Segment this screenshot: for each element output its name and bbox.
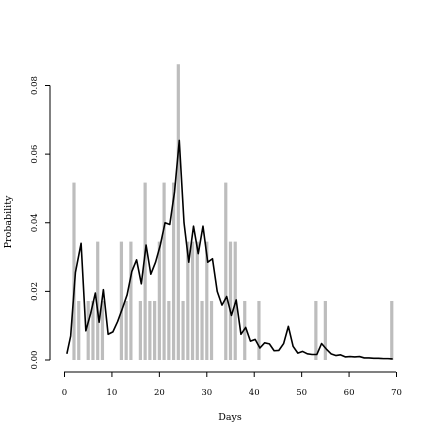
histogram-bar — [209, 300, 214, 360]
y-tick-label: 0.04 — [30, 213, 40, 232]
histogram-bar — [153, 300, 157, 360]
histogram-bar — [119, 241, 124, 360]
histogram-bar — [148, 300, 152, 360]
histogram-bar — [257, 300, 261, 360]
histogram-bar — [323, 300, 327, 360]
y-tick-label: 0.00 — [30, 351, 40, 370]
y-tick-label: 0.06 — [30, 145, 40, 164]
histogram-bar — [200, 300, 204, 360]
x-tick-label: 20 — [154, 388, 165, 398]
x-axis-title: Days — [218, 412, 242, 423]
histogram-bar — [162, 182, 166, 360]
x-tick-label: 40 — [249, 388, 260, 398]
bars-layer — [72, 64, 394, 360]
density-line — [66, 139, 393, 360]
x-tick-label: 50 — [296, 388, 307, 398]
histogram-bar — [86, 300, 90, 360]
y-axis-title: Probability — [3, 195, 14, 248]
x-tick-label: 60 — [344, 388, 355, 398]
x-axis-ticks: 0 10 20 30 40 50 60 70 — [62, 372, 402, 398]
histogram-bar — [176, 64, 180, 360]
histogram-bar — [91, 300, 95, 360]
histogram-bar — [100, 300, 105, 360]
histogram-bar — [243, 300, 247, 360]
histogram-bar — [171, 182, 176, 360]
y-tick-label: 0.08 — [30, 76, 40, 95]
histogram-bar — [167, 300, 171, 360]
histogram-bar — [195, 241, 199, 360]
histogram-bar — [129, 241, 133, 360]
histogram-bar — [96, 241, 100, 360]
histogram-bar — [72, 182, 76, 360]
x-tick-label: 0 — [62, 388, 67, 398]
histogram-bar — [124, 300, 128, 360]
histogram-bar — [143, 182, 147, 360]
y-tick-label: 0.02 — [30, 282, 40, 301]
histogram-bar — [224, 182, 228, 360]
x-tick-label: 30 — [201, 388, 212, 398]
x-tick-label: 70 — [391, 388, 402, 398]
histogram-bar — [205, 241, 209, 360]
x-tick-label: 10 — [107, 388, 118, 398]
histogram-bar — [138, 300, 142, 360]
line-layer — [66, 139, 393, 360]
histogram-bar — [157, 241, 161, 360]
histogram-bar — [390, 300, 394, 360]
histogram-bar — [181, 300, 185, 360]
y-axis-ticks: 0.00 0.02 0.04 0.06 0.08 — [30, 76, 50, 369]
histogram-bar — [228, 241, 233, 360]
histogram-bar — [186, 241, 190, 360]
histogram-bar — [77, 300, 81, 360]
histogram-bar — [314, 300, 318, 360]
histogram-bar — [190, 241, 195, 360]
